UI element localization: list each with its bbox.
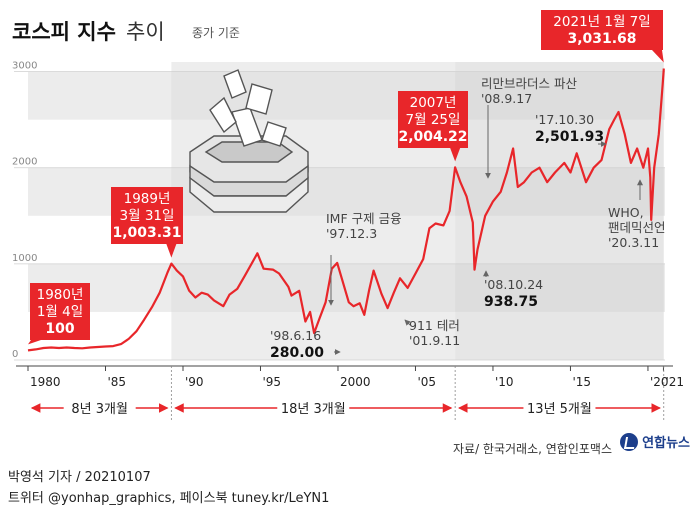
x-axis: 1980'85'90'95 2000'05'10'15'20'21	[16, 365, 684, 389]
annotation-text: '97.12.3	[326, 226, 377, 241]
annotation-text: WHO,	[608, 205, 644, 220]
y-tick-label: 2000	[12, 157, 37, 168]
annotation-text: 3월 31일	[120, 208, 175, 224]
annotation-text: 7월 25일	[406, 112, 461, 128]
x-tick-label: '21	[665, 375, 684, 389]
period-arrows: 8년 3개월 18년 3개월 13년 5개월	[30, 366, 665, 420]
annotation-pointer	[28, 340, 41, 345]
annotation-value: 3,031.68	[567, 31, 636, 47]
x-tick-label: '90	[185, 375, 204, 389]
annotation-value: 2,501.93	[535, 129, 604, 145]
annotation-value: 280.00	[270, 345, 324, 361]
annotation-value: 938.75	[484, 294, 538, 310]
annotation-text: '08.9.17	[481, 91, 532, 106]
y-gridlines	[14, 71, 665, 361]
annotation-value: 100	[45, 321, 74, 337]
annotation-pointer	[450, 148, 461, 162]
annotation-text: 1989년	[124, 191, 171, 207]
period-label: 13년 5개월	[527, 402, 592, 417]
annotation-text: 2021년 1월 7일	[553, 14, 650, 30]
annotation-text: 1980년	[37, 287, 84, 303]
annotation-pointer	[652, 50, 664, 63]
yonhap-logo-text: 연합뉴스	[642, 436, 690, 451]
annotation-text: '08.10.24	[484, 277, 543, 292]
yonhap-logo-icon	[620, 432, 639, 451]
annotation-text: IMF 구제 금융	[326, 211, 402, 226]
annotation-box	[541, 10, 663, 50]
annotation-value: 1,003.31	[112, 225, 181, 241]
y-tick-label: 0	[12, 349, 18, 360]
x-tick-label: 1980	[30, 375, 61, 389]
period-label: 18년 3개월	[281, 402, 346, 417]
y-tick-label: 3000	[12, 61, 37, 72]
chart-note: 종가 기준	[192, 26, 240, 40]
x-tick-label: '10	[495, 375, 514, 389]
chart-title: 코스피 지수	[12, 20, 116, 44]
annotation-box	[111, 187, 183, 244]
source-note: 자료/ 한국거래소, 연합인포맥스	[452, 442, 612, 456]
annotation-text: 리만브라더스 파산	[481, 76, 577, 91]
credit-line: 박영석 기자 / 20210107	[8, 470, 151, 485]
yonhap-logo: 연합뉴스	[620, 432, 690, 451]
annotation-box	[398, 91, 468, 148]
annotation-pointer	[166, 244, 177, 258]
annotation-text: 팬데믹선언	[608, 220, 666, 235]
period-label: 8년 3개월	[71, 402, 128, 417]
ballot-box-illustration	[189, 69, 309, 213]
annotation-box	[30, 283, 90, 340]
period-label-bg	[277, 398, 350, 418]
x-tick-label: '95	[262, 375, 281, 389]
annotation-text: '01.9.11	[409, 333, 460, 348]
y-tick-labels: 0 1000 2000 3000	[12, 61, 37, 360]
series-line	[27, 68, 665, 352]
annotation-text: 1월 4일	[37, 304, 83, 320]
x-tick-label: '15	[572, 375, 591, 389]
period-label-bg	[63, 398, 136, 418]
series-layer	[27, 68, 665, 352]
x-tick-label: '05	[417, 375, 436, 389]
x-tick-label: '85	[107, 375, 126, 389]
annotation-leader	[404, 319, 411, 326]
chart-title-sub: 추이	[126, 20, 165, 44]
annotation-text: 2007년	[410, 95, 457, 111]
annotation-text: '17.10.30	[535, 112, 594, 127]
annotation-text: '98.6.16	[270, 328, 321, 343]
annotation-text: 911 테러	[409, 318, 460, 333]
social-line: 트위터 @yonhap_graphics, 페이스북 tuney.kr/LeYN…	[8, 491, 330, 506]
shaded-period	[455, 62, 664, 360]
annotation-value: 2,004.22	[398, 129, 467, 145]
y-tick-label: 1000	[12, 253, 37, 264]
annotation-text: '20.3.11	[608, 235, 659, 250]
kospi-line-chart: 코스피 지수 추이 종가 기준 0 1000 2000 3000 1980 '85 '90…	[12, 10, 684, 420]
period-label-bg	[523, 398, 596, 418]
x-tick-label: 2000	[340, 375, 371, 389]
